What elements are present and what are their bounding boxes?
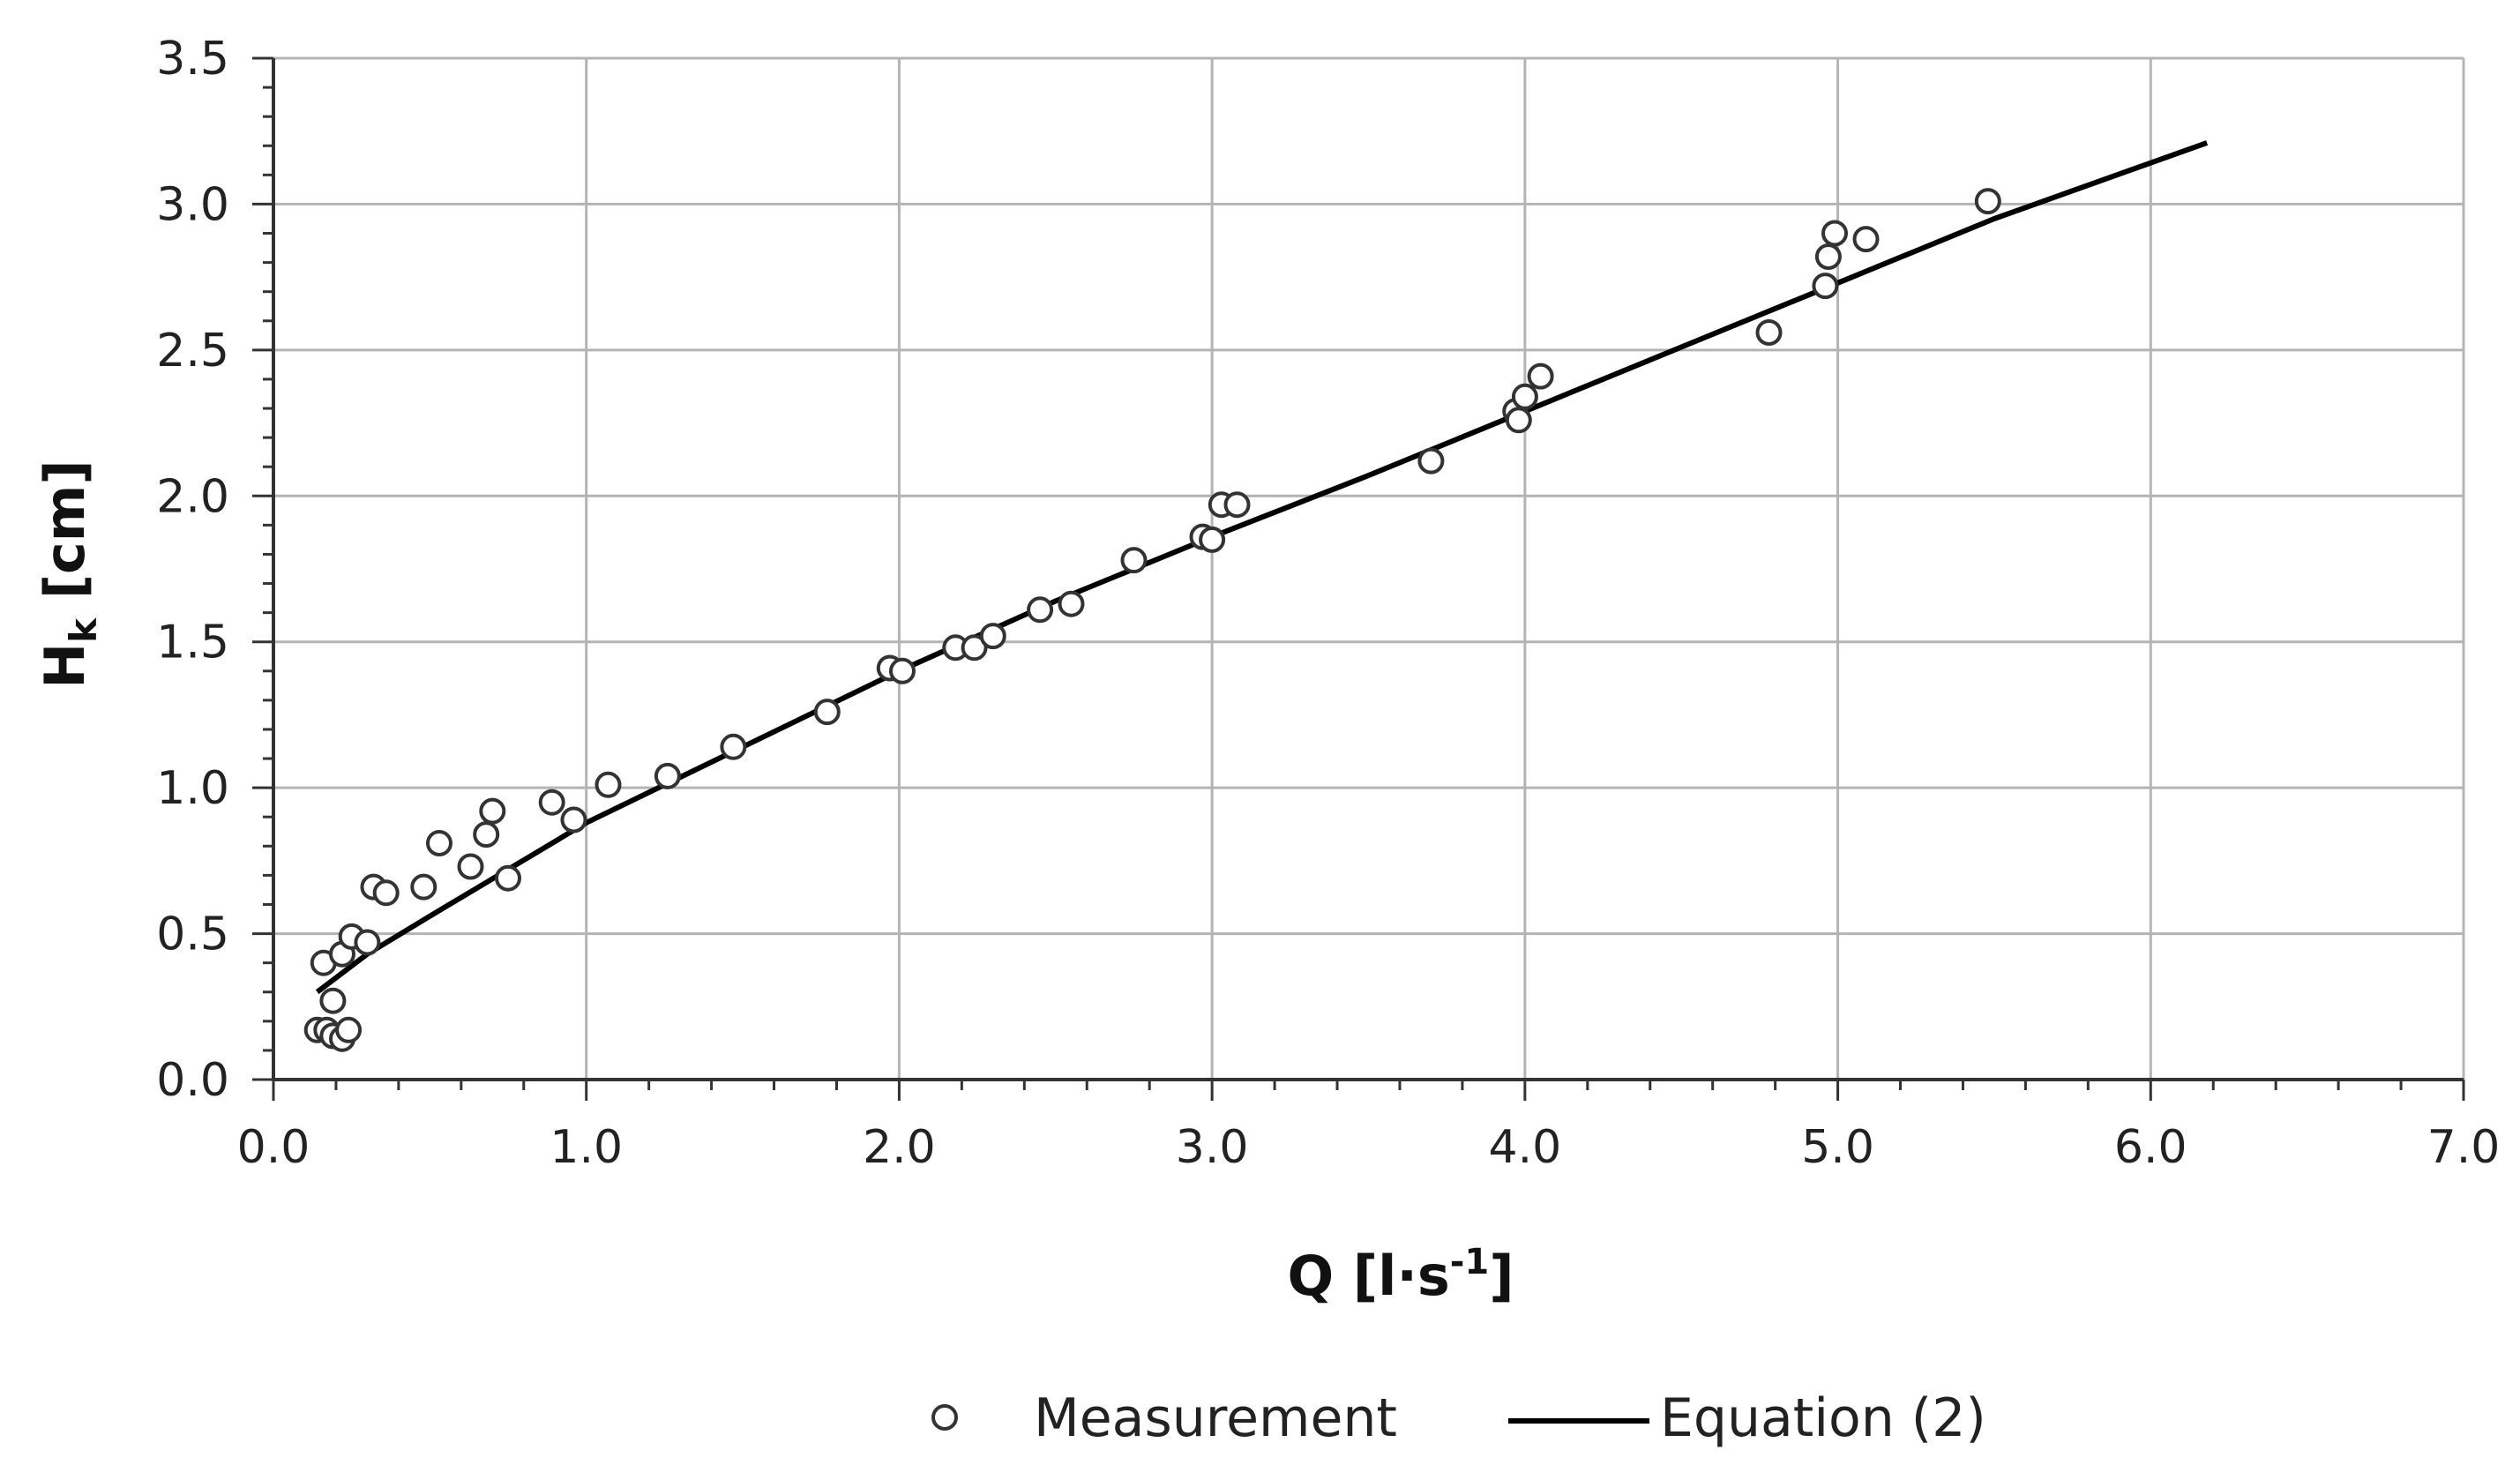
legend-measurement-marker <box>931 1404 958 1431</box>
legend-measurement-label: Measurement <box>1034 1387 1397 1449</box>
y-tick-label: 1.0 <box>156 762 229 815</box>
equation-curve <box>315 140 2209 995</box>
x-tick-label: 0.0 <box>237 1121 310 1174</box>
measurement-point <box>979 623 1006 650</box>
measurement-point <box>1527 363 1554 390</box>
legend-equation-label: Equation (2) <box>1660 1387 1986 1449</box>
axes <box>252 56 2465 1101</box>
y-tick-labels: 0.0 0.5 1.0 1.5 2.0 2.5 3.0 3.5 <box>156 33 229 1107</box>
measurement-point <box>538 789 565 816</box>
x-tick-labels: 0.0 1.0 2.0 3.0 4.0 5.0 6.0 7.0 <box>237 1121 2501 1174</box>
x-tick-label: 3.0 <box>1176 1121 1249 1174</box>
measurement-point <box>1120 547 1148 574</box>
measurement-point <box>319 987 347 1014</box>
y-tick-label: 2.0 <box>156 470 229 523</box>
grid <box>273 56 2465 1080</box>
measurement-point <box>1058 590 1085 617</box>
measurement-point <box>594 771 622 798</box>
measurement-points <box>303 188 2001 1052</box>
y-tick-label: 0.5 <box>156 908 229 961</box>
x-tick-label: 4.0 <box>1489 1121 1562 1174</box>
measurement-point <box>813 699 841 726</box>
measurement-point <box>889 657 916 684</box>
measurement-point <box>1417 447 1445 475</box>
x-tick-label: 7.0 <box>2427 1121 2501 1174</box>
measurement-point <box>720 733 747 760</box>
y-tick-label: 3.0 <box>156 178 229 231</box>
measurement-point <box>372 879 400 907</box>
measurement-point <box>426 830 452 856</box>
measurement-point <box>410 873 437 901</box>
equation-line-series <box>315 140 2209 995</box>
measurement-point <box>1755 319 1783 346</box>
measurement-point <box>1199 526 1226 553</box>
measurement-point <box>457 853 484 880</box>
measurement-point <box>654 762 681 789</box>
x-tick-label: 2.0 <box>863 1121 936 1174</box>
measurement-point <box>1974 188 2001 215</box>
y-tick-label: 3.5 <box>156 33 229 86</box>
measurement-point <box>479 797 506 825</box>
measurement-point <box>354 929 381 956</box>
measurement-point <box>1505 407 1532 434</box>
x-axis-title: Q [l·s-1] <box>1287 1242 1514 1308</box>
legend: Measurement Equation (2) <box>931 1387 1986 1449</box>
y-tick-label: 2.5 <box>156 325 229 377</box>
measurement-point <box>1821 220 1848 247</box>
x-tick-label: 5.0 <box>1801 1121 1874 1174</box>
y-tick-label: 0.0 <box>156 1054 229 1107</box>
measurement-point <box>473 821 500 848</box>
y-axis-title: Hk [cm] <box>33 460 105 688</box>
measurement-point <box>335 1016 363 1043</box>
measurement-point <box>1511 383 1538 410</box>
y-tick-label: 1.5 <box>156 617 229 669</box>
measurement-point <box>1814 243 1842 270</box>
measurement-point <box>560 806 587 833</box>
measurement-point <box>1223 491 1251 519</box>
measurement-point <box>1027 596 1054 624</box>
measurement-point <box>1812 273 1839 300</box>
measurement-point <box>1852 226 1880 253</box>
x-tick-label: 6.0 <box>2114 1121 2187 1174</box>
measurement-point <box>961 634 988 662</box>
x-tick-label: 1.0 <box>550 1121 623 1174</box>
measurement-point <box>495 864 521 892</box>
